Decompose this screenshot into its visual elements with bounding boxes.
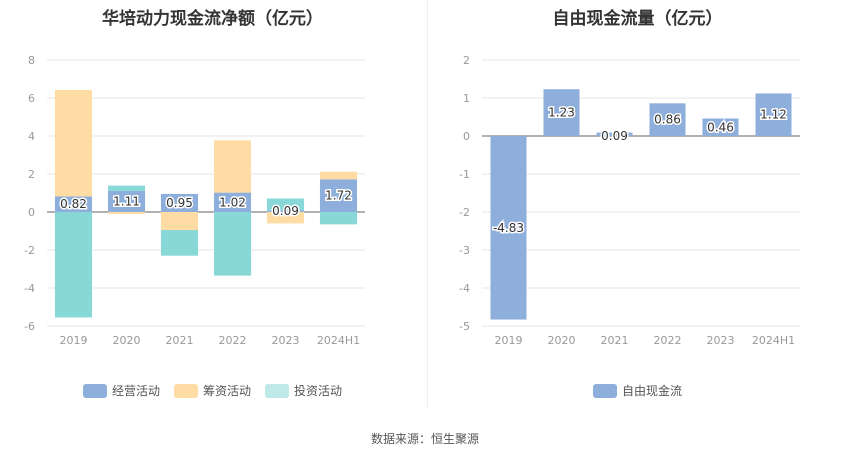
right-x-tick-label: 2019 [495,334,523,347]
right-x-tick-label: 2022 [654,334,682,347]
right-y-tick-label: 2 [463,54,470,67]
left-chart-panel: 华培动力现金流净额（亿元） 8 6 4 2 0 -2 -4 -6 2019 2020 2021 202… [0,0,425,420]
operating-data-label: 0.82 [60,197,87,211]
data-source: 数据来源：恒生聚源 [370,432,479,446]
legend-label-financing: 筹资活动 [202,384,251,398]
investing-bar [319,212,358,225]
left-y-tick-label: -2 [24,244,35,257]
operating-bar [107,190,146,212]
fcf-bar [596,132,633,136]
fcf-bar [490,136,527,320]
operating-data-label: 1.72 [325,189,352,203]
fcf-data-label: 0.09 [601,129,628,143]
legend-swatch-financing [173,383,198,398]
financing-bar [319,171,358,180]
legend-swatch-operating [82,383,107,398]
financing-bar [266,212,305,224]
operating-bar [160,193,199,212]
left-y-tick-label: 6 [28,92,35,105]
free-cashflow-chart: 2 1 0 -1 -2 -3 -4 -5 2019 2020 2021 2022 2023 2024H1 -… [459,54,800,347]
legend-item-investing[interactable]: 投资活动 [265,382,342,399]
legend-item-fcf[interactable]: 自由现金流 [592,382,682,399]
legend-label-fcf: 自由现金流 [621,384,682,398]
investing-bar [266,198,305,211]
right-y-tick-label: 1 [463,92,470,105]
fcf-data-label: 0.46 [707,120,734,134]
operating-bar [266,210,305,212]
right-y-tick-label: -1 [459,168,470,181]
fcf-data-label: -4.83 [493,221,524,235]
left-x-tick-label: 2024H1 [317,334,360,347]
legend-swatch-investing [265,383,289,398]
left-y-tick-label: -4 [24,282,35,295]
left-y-tick-label: 4 [28,130,35,143]
fcf-bar [649,103,686,136]
right-legend: 自由现金流 [425,382,850,399]
investing-bar [160,230,199,256]
right-x-tick-label: 2023 [707,334,735,347]
right-x-tick-label: 2020 [548,334,576,347]
left-x-tick-label: 2021 [166,334,194,347]
right-y-tick-label: -4 [459,282,470,295]
financing-bar [54,90,93,197]
investing-bar [213,212,252,276]
cashflow-chart: 8 6 4 2 0 -2 -4 -6 2019 2020 2021 2022 2023 2024H1 0.8… [24,54,365,347]
right-chart-panel: 自由现金流量（亿元） 2 1 0 -1 -2 -3 -4 -5 2019 2020 2021 2022… [425,0,850,420]
right-x-tick-label: 2021 [601,334,629,347]
financing-bar [160,212,199,231]
operating-data-label: 1.11 [113,194,140,208]
financing-bar [107,212,146,214]
left-x-tick-label: 2020 [113,334,141,347]
operating-data-label: 0.09 [272,204,299,218]
left-y-tick-label: 0 [28,206,35,219]
right-y-tick-label: 0 [463,130,470,143]
right-y-tick-label: -3 [459,244,470,257]
right-y-tick-label: -2 [459,206,470,219]
fcf-bar [755,93,792,136]
right-chart-title: 自由现金流量（亿元） [552,9,723,29]
panel-divider [427,0,428,408]
legend-item-financing[interactable]: 筹资活动 [173,382,251,399]
fcf-bar [543,89,580,136]
left-y-tick-label: 8 [28,54,35,67]
investing-bar [107,185,146,191]
legend-label-investing: 投资活动 [294,384,343,398]
left-x-tick-label: 2019 [60,334,88,347]
left-y-tick-label: 2 [28,168,35,181]
operating-bar [54,196,93,212]
legend-swatch-fcf [592,383,617,398]
legend-item-operating[interactable]: 经营活动 [82,382,160,399]
left-y-tick-label: -6 [24,320,35,333]
operating-data-label: 0.95 [166,196,193,210]
operating-bar [319,179,358,212]
fcf-data-label: 1.23 [548,106,575,120]
fcf-data-label: 0.86 [654,113,681,127]
investing-bar [54,212,93,318]
fcf-data-label: 1.12 [760,108,787,122]
left-legend: 经营活动 筹资活动 投资活动 [0,382,425,399]
operating-data-label: 1.02 [219,195,246,209]
financing-bar [213,140,252,193]
right-y-tick-label: -5 [459,320,470,333]
fcf-bar [702,118,739,136]
legend-label-operating: 经营活动 [111,384,160,398]
left-chart-title: 华培动力现金流净额（亿元） [102,9,323,29]
right-x-tick-label: 2024H1 [752,334,795,347]
operating-bar [213,192,252,212]
left-x-tick-label: 2022 [219,334,247,347]
left-x-tick-label: 2023 [272,334,300,347]
